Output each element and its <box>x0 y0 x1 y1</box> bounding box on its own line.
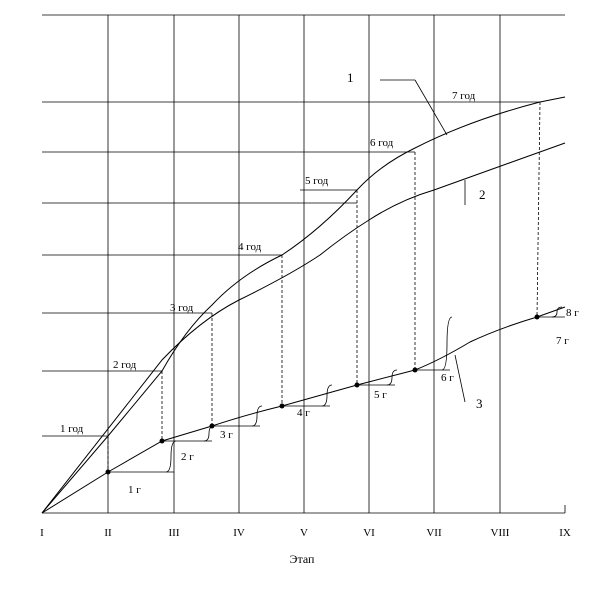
step-label: 6 г <box>441 372 454 384</box>
stage-label: V <box>300 527 308 539</box>
leader <box>414 79 448 136</box>
brace <box>203 425 215 442</box>
stage-label: IX <box>559 527 571 539</box>
curve-2 <box>41 142 566 514</box>
step-label: 8 г <box>566 307 579 319</box>
brace <box>165 440 177 473</box>
stage-label: I <box>40 527 44 539</box>
stage-label: VII <box>426 527 442 539</box>
year-label: 3 год <box>170 302 194 314</box>
year-label: 7 год <box>452 90 476 102</box>
curve-label: 3 <box>476 396 483 411</box>
x-axis-label: Этап <box>290 552 315 566</box>
dashed-line <box>536 101 541 318</box>
step-label: 5 г <box>374 389 387 401</box>
brace <box>386 369 398 386</box>
grid <box>42 14 565 514</box>
step-label: 3 г <box>220 429 233 441</box>
brace <box>551 306 563 318</box>
stage-label: VIII <box>491 527 510 539</box>
steps <box>108 306 565 473</box>
brace <box>251 405 263 427</box>
brace <box>321 384 333 407</box>
step-label: 1 г <box>128 484 141 496</box>
curve-1 <box>41 96 566 514</box>
year-label: 5 год <box>305 175 329 187</box>
stage-label: IV <box>233 527 245 539</box>
leader <box>454 354 466 403</box>
curve-3 <box>41 306 566 514</box>
stage-label: VI <box>363 527 375 539</box>
year-label: 6 год <box>370 137 394 149</box>
year-label: 4 год <box>238 241 262 253</box>
stage-label: III <box>169 527 180 539</box>
year-label: 2 год <box>113 359 137 371</box>
step-label: 2 г <box>181 451 194 463</box>
curve-label: 2 <box>479 187 486 202</box>
step-label: 7 г <box>556 335 569 347</box>
dashes <box>107 101 541 472</box>
stage-label: II <box>104 527 112 539</box>
step-label: 4 г <box>297 407 310 419</box>
curve-label: 1 <box>347 70 354 85</box>
brace <box>441 316 453 371</box>
year-label: 1 год <box>60 423 84 435</box>
